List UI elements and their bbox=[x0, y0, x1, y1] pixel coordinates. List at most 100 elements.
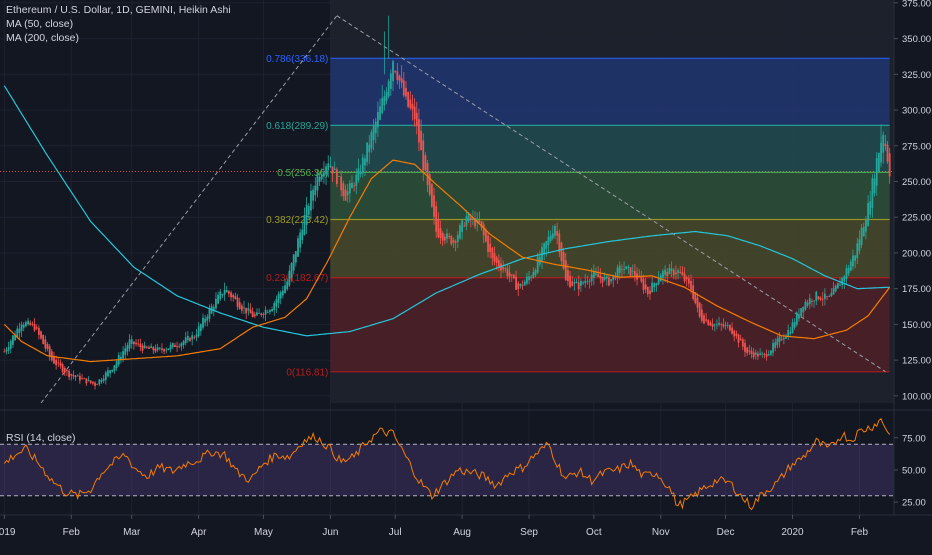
candle-down bbox=[91, 381, 94, 384]
candle-down bbox=[443, 236, 446, 241]
candle-down bbox=[35, 327, 38, 329]
trend-lines[interactable] bbox=[40, 15, 886, 404]
candle-down bbox=[502, 267, 505, 270]
chart-title[interactable]: Ethereum / U.S. Dollar, 1D, GEMINI, Heik… bbox=[6, 4, 231, 16]
price-tick-label: 175.00 bbox=[902, 284, 931, 295]
candle-up bbox=[314, 185, 317, 196]
candle-down bbox=[189, 338, 191, 341]
candle-down bbox=[81, 378, 83, 380]
candle-down bbox=[232, 294, 235, 298]
candle-down bbox=[601, 276, 604, 283]
candle-down bbox=[253, 314, 256, 317]
price-tick-label: 250.00 bbox=[902, 177, 931, 188]
candle-up bbox=[847, 267, 850, 274]
candle-down bbox=[163, 349, 166, 352]
candle-down bbox=[66, 370, 68, 372]
candle-down bbox=[46, 343, 49, 349]
candle-up bbox=[290, 263, 293, 279]
candle-down bbox=[94, 382, 96, 386]
candle-down bbox=[700, 309, 703, 321]
candle-up bbox=[519, 284, 522, 287]
candle-up bbox=[670, 268, 673, 271]
candle-up bbox=[275, 299, 278, 307]
candle-down bbox=[96, 384, 99, 386]
candle-down bbox=[629, 267, 632, 276]
candle-up bbox=[305, 204, 308, 225]
candle-down bbox=[750, 350, 753, 354]
candle-up bbox=[215, 298, 217, 309]
candle-down bbox=[811, 301, 813, 302]
candle-down bbox=[178, 346, 181, 348]
chart-legend: Ethereum / U.S. Dollar, 1D, GEMINI, Heik… bbox=[6, 3, 231, 45]
candle-down bbox=[679, 271, 682, 273]
candle-up bbox=[87, 380, 90, 381]
candle-up bbox=[303, 214, 306, 235]
candle-down bbox=[621, 269, 623, 271]
candle-up bbox=[858, 239, 861, 251]
candle-up bbox=[102, 378, 105, 382]
legend-ma50[interactable]: MA (50, close) bbox=[6, 18, 74, 30]
candle-up bbox=[543, 243, 546, 254]
candle-down bbox=[335, 169, 338, 185]
candle-down bbox=[53, 355, 55, 364]
candle-up bbox=[12, 335, 14, 345]
candle-down bbox=[176, 346, 178, 347]
candle-up bbox=[653, 283, 656, 288]
candle-down bbox=[260, 313, 263, 315]
candle-up bbox=[549, 235, 552, 241]
candle-up bbox=[776, 338, 779, 346]
candle-up bbox=[618, 265, 621, 273]
candle-up bbox=[869, 201, 872, 215]
candle-down bbox=[174, 345, 176, 347]
candle-up bbox=[830, 293, 833, 297]
candle-down bbox=[739, 338, 742, 341]
candle-up bbox=[219, 291, 222, 300]
candle-down bbox=[437, 219, 440, 238]
candle-down bbox=[430, 184, 433, 207]
candle-up bbox=[98, 379, 101, 385]
candle-down bbox=[685, 277, 688, 280]
candle-down bbox=[491, 247, 494, 259]
candle-up bbox=[795, 312, 798, 325]
candle-down bbox=[497, 260, 500, 268]
candle-up bbox=[107, 370, 109, 377]
candle-up bbox=[357, 168, 360, 181]
candle-down bbox=[821, 298, 824, 300]
rsi-legend[interactable]: RSI (14, close) bbox=[6, 432, 76, 444]
candle-down bbox=[409, 99, 412, 108]
candle-up bbox=[655, 283, 658, 286]
candle-down bbox=[145, 346, 148, 348]
candle-up bbox=[767, 354, 770, 356]
candle-down bbox=[731, 327, 733, 334]
candle-down bbox=[703, 315, 705, 324]
candle-down bbox=[405, 87, 407, 97]
candle-up bbox=[381, 98, 384, 113]
candle-down bbox=[733, 330, 736, 337]
candle-down bbox=[68, 370, 71, 378]
candle-down bbox=[495, 257, 498, 263]
candle-up bbox=[27, 320, 29, 325]
candle-down bbox=[640, 276, 643, 282]
candle-up bbox=[20, 324, 23, 331]
candle-up bbox=[206, 316, 209, 321]
candle-down bbox=[765, 354, 768, 357]
candle-up bbox=[364, 158, 366, 166]
rsi-pane bbox=[0, 409, 932, 511]
fib-zone bbox=[330, 219, 890, 278]
fib-level-label: 0.382(223.42) bbox=[266, 215, 328, 226]
candle-down bbox=[597, 273, 600, 277]
candle-up bbox=[22, 324, 25, 328]
ma200-line bbox=[3, 85, 890, 337]
candle-down bbox=[493, 253, 496, 262]
candle-up bbox=[387, 81, 390, 97]
legend-ma200[interactable]: MA (200, close) bbox=[6, 32, 79, 44]
time-tick-label: Apr bbox=[191, 527, 207, 538]
candle-up bbox=[277, 293, 280, 303]
fib-retracement[interactable]: 0.786(336.18) 0.618(289.29) 0.5(256.36) 0.3… bbox=[266, 54, 890, 378]
candle-up bbox=[532, 272, 535, 278]
candle-up bbox=[657, 278, 660, 285]
candle-up bbox=[165, 349, 168, 351]
candle-down bbox=[426, 162, 429, 186]
candle-up bbox=[456, 234, 459, 243]
